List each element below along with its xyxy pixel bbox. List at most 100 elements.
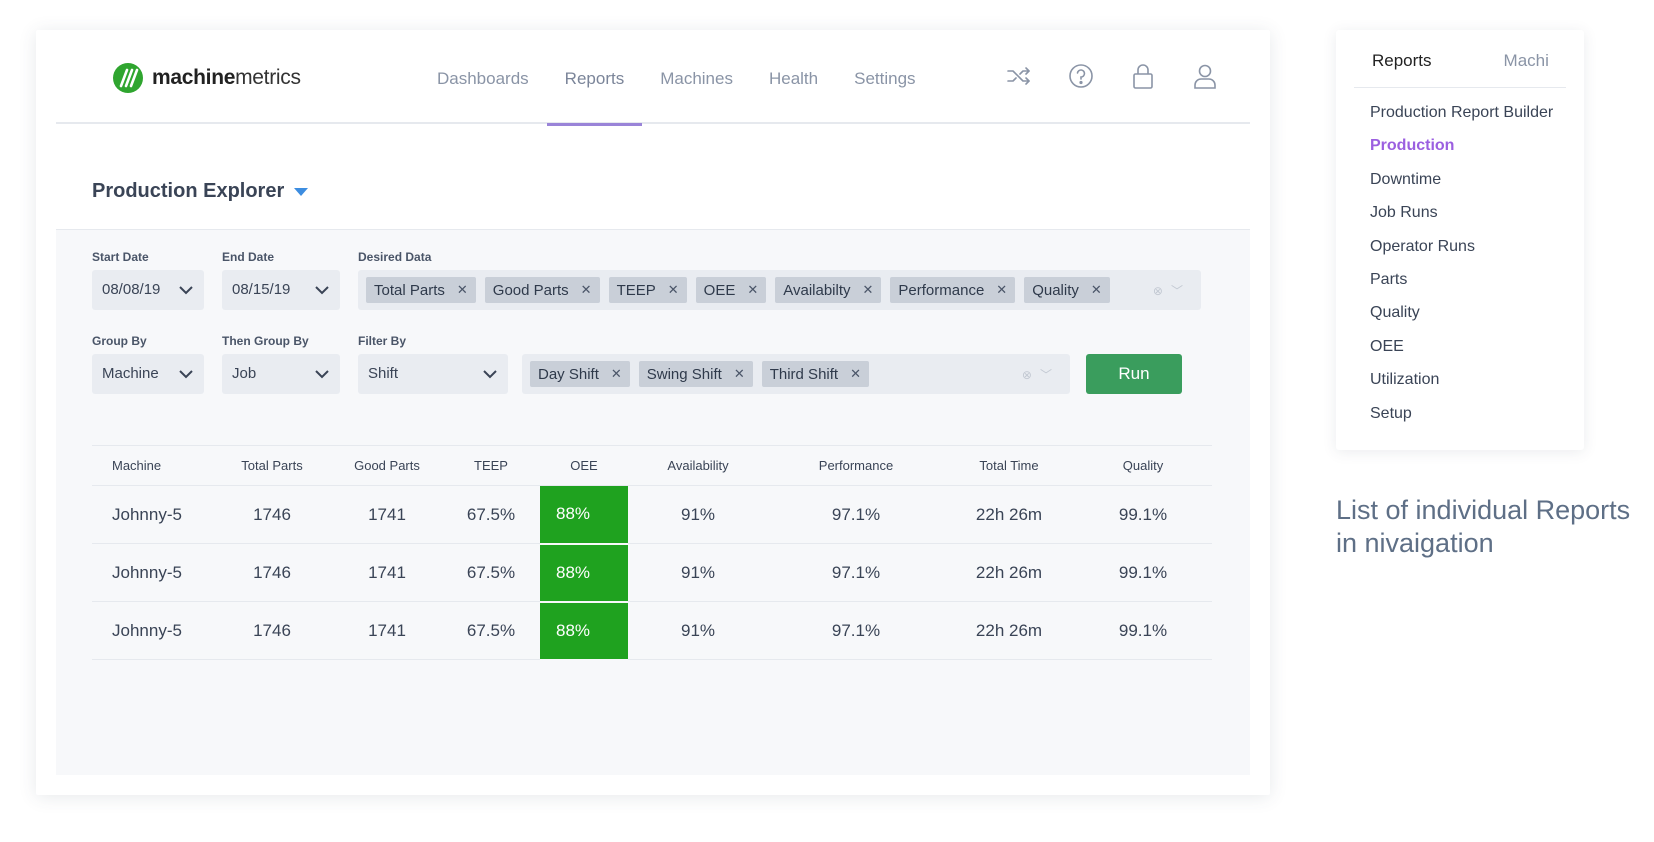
remove-tag-icon[interactable]: ✕ [580, 282, 592, 297]
tag-quality: Quality ✕ [1024, 277, 1110, 303]
filter-by-select[interactable]: Shift [358, 354, 508, 394]
report-item-quality[interactable]: Quality [1370, 304, 1420, 322]
then-group-by-value: Job [232, 365, 257, 382]
col-teep[interactable]: TEEP [442, 445, 540, 486]
brand-logo[interactable]: machinemetrics [112, 62, 301, 94]
chevron-down-icon [483, 370, 497, 379]
desired-data-label: Desired Data [358, 250, 432, 264]
col-quality[interactable]: Quality [1074, 445, 1212, 486]
page-title[interactable]: Production Explorer [92, 180, 309, 203]
main-nav: Dashboards Reports Machines Health Setti… [419, 30, 934, 126]
tag-swing-shift: Swing Shift ✕ [638, 361, 753, 387]
tag-label: Quality [1032, 281, 1079, 299]
shift-multiselect[interactable]: Day Shift ✕ Swing Shift ✕ Third Shift ✕ ⊗ ﹀ [522, 354, 1070, 394]
remove-tag-icon[interactable]: ✕ [667, 282, 679, 297]
shuffle-icon[interactable] [1006, 62, 1032, 90]
user-icon[interactable] [1192, 62, 1218, 90]
col-good-parts[interactable]: Good Parts [332, 445, 442, 486]
end-date-select[interactable]: 08/15/19 [222, 270, 340, 310]
tag-performance: Performance ✕ [890, 277, 1016, 303]
cell-total-parts: 1746 [212, 601, 332, 660]
report-item-operator-runs[interactable]: Operator Runs [1370, 237, 1475, 255]
remove-tag-icon[interactable]: ✕ [996, 282, 1008, 297]
chevron-down-icon[interactable]: ﹀ [1170, 284, 1183, 298]
then-group-by-select[interactable]: Job [222, 354, 340, 394]
tag-label: Third Shift [769, 365, 839, 383]
start-date-label: Start Date [92, 250, 149, 264]
clear-all-icon[interactable]: ⊗ [1021, 367, 1032, 382]
table-row[interactable]: Johnny-5 1746 1741 67.5% 88% 91% 97.1% 2… [92, 543, 1212, 603]
tag-label: Good Parts [492, 281, 569, 299]
caret-down-icon[interactable] [294, 187, 309, 196]
tag-teep: TEEP ✕ [608, 277, 687, 303]
cell-machine: Johnny-5 [92, 601, 212, 660]
group-by-select[interactable]: Machine [92, 354, 204, 394]
cell-good-parts: 1741 [332, 543, 442, 602]
report-item-parts[interactable]: Parts [1370, 270, 1408, 288]
nav-dashboards[interactable]: Dashboards [437, 69, 529, 88]
side-tab-machines[interactable]: Machi [1503, 51, 1549, 70]
table-row[interactable]: Johnny-5 1746 1741 67.5% 88% 91% 97.1% 2… [92, 601, 1212, 661]
remove-tag-icon[interactable]: ✕ [747, 282, 759, 297]
cell-availability: 91% [628, 543, 768, 602]
results-area: Machine Total Parts Good Parts TEEP OEE … [56, 425, 1250, 775]
report-item-production[interactable]: Production [1370, 137, 1455, 155]
desired-data-multiselect[interactable]: Total Parts ✕ Good Parts ✕ TEEP ✕ OEE ✕ Avai… [358, 270, 1201, 310]
lock-icon[interactable] [1130, 62, 1156, 90]
cell-teep: 67.5% [442, 601, 540, 660]
remove-tag-icon[interactable]: ✕ [456, 282, 468, 297]
nav-health[interactable]: Health [768, 69, 819, 88]
cell-availability: 91% [628, 601, 768, 660]
report-item-setup[interactable]: Setup [1370, 404, 1412, 422]
remove-tag-icon[interactable]: ✕ [610, 366, 622, 381]
col-total-time[interactable]: Total Time [944, 445, 1074, 486]
then-group-by-label: Then Group By [222, 334, 309, 348]
col-performance[interactable]: Performance [768, 445, 944, 486]
reports-nav-tabs: Reports Machi [1354, 30, 1566, 88]
col-machine[interactable]: Machine [92, 445, 212, 486]
remove-tag-icon[interactable]: ✕ [1090, 282, 1102, 297]
nav-machines[interactable]: Machines [660, 69, 733, 88]
run-button[interactable]: Run [1086, 354, 1182, 394]
tag-label: Availabilty [783, 281, 851, 299]
cell-performance: 97.1% [768, 601, 944, 660]
filter-by-value: Shift [368, 365, 399, 382]
nav-settings[interactable]: Settings [854, 69, 916, 88]
cell-good-parts: 1741 [332, 485, 442, 544]
cell-quality: 99.1% [1074, 485, 1212, 544]
col-total-parts[interactable]: Total Parts [212, 445, 332, 486]
tag-oee: OEE ✕ [695, 277, 767, 303]
cell-oee: 88% [540, 485, 628, 545]
chevron-down-icon[interactable]: ﹀ [1039, 368, 1052, 382]
side-tab-reports[interactable]: Reports [1372, 51, 1432, 70]
col-availability[interactable]: Availability [628, 445, 768, 486]
nav-reports[interactable]: Reports [546, 30, 643, 126]
remove-tag-icon[interactable]: ✕ [862, 282, 874, 297]
help-icon[interactable] [1068, 62, 1094, 90]
page-title-text: Production Explorer [92, 180, 285, 202]
tag-label: Day Shift [538, 365, 599, 383]
start-date-value: 08/08/19 [102, 281, 161, 298]
report-item-job-runs[interactable]: Job Runs [1370, 204, 1438, 222]
remove-tag-icon[interactable]: ✕ [850, 366, 861, 381]
start-date-select[interactable]: 08/08/19 [92, 270, 204, 310]
report-item-utilization[interactable]: Utilization [1370, 371, 1440, 389]
report-item-downtime[interactable]: Downtime [1370, 170, 1442, 188]
report-item-oee[interactable]: OEE [1370, 337, 1404, 355]
tag-label: Swing Shift [646, 365, 722, 383]
brand-name: machinemetrics [152, 66, 301, 90]
report-item-production-report-builder[interactable]: Production Report Builder [1370, 104, 1554, 121]
col-oee[interactable]: OEE [540, 445, 628, 486]
results-table: Machine Total Parts Good Parts TEEP OEE … [92, 445, 1212, 661]
clear-all-icon[interactable]: ⊗ [1152, 283, 1163, 298]
remove-tag-icon[interactable]: ✕ [733, 366, 745, 381]
group-by-label: Group By [92, 334, 147, 348]
tag-third-shift: Third Shift ✕ [761, 361, 869, 387]
brand-name-light: metrics [235, 66, 301, 89]
top-header: machinemetrics Dashboards Reports Machin… [56, 30, 1250, 126]
table-row[interactable]: Johnny-5 1746 1741 67.5% 88% 91% 97.1% 2… [92, 485, 1212, 545]
cell-teep: 67.5% [442, 485, 540, 544]
chevron-down-icon [179, 286, 193, 295]
tag-label: OEE [703, 281, 736, 299]
tag-availability: Availabilty ✕ [775, 277, 882, 303]
